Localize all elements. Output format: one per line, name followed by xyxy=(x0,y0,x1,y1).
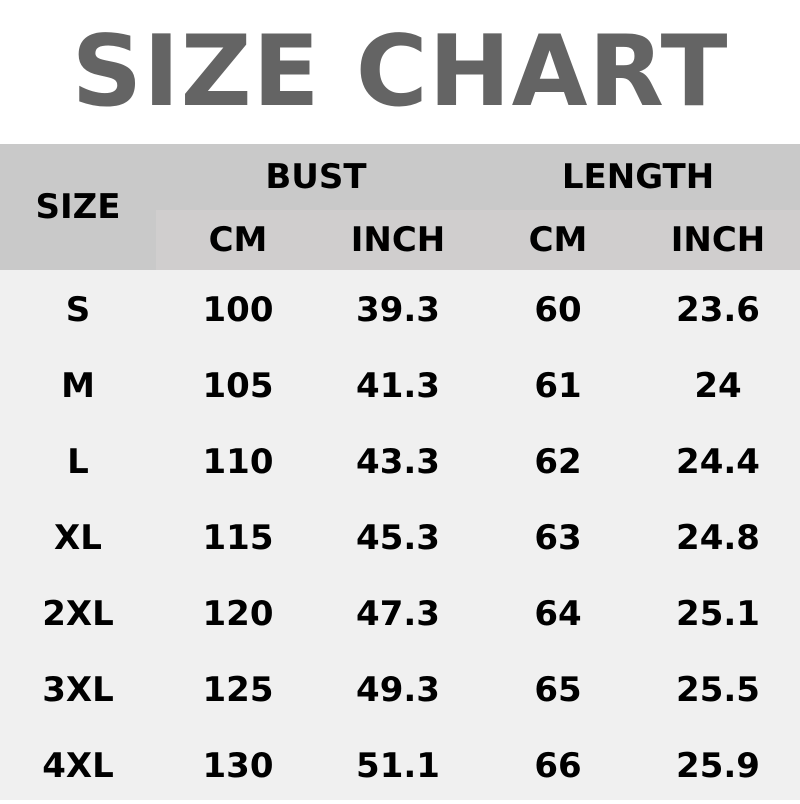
header-bust-inch: INCH xyxy=(350,220,446,260)
cell-size: M xyxy=(61,366,95,406)
cell-length-inch: 24.4 xyxy=(676,442,760,482)
cell-bust-cm: 130 xyxy=(202,746,274,786)
cell-length-inch: 24 xyxy=(694,366,742,406)
table-header: SIZE BUST LENGTH CM INCH CM INCH xyxy=(0,144,800,270)
table-row: XL 115 45.3 63 24.8 xyxy=(0,500,800,576)
header-length: LENGTH xyxy=(561,157,715,197)
header-bust: BUST xyxy=(265,157,367,197)
page-title: SIZE CHART xyxy=(71,15,729,129)
header-bust-cm: CM xyxy=(208,220,268,260)
cell-bust-cm: 120 xyxy=(202,594,274,634)
table-row: S 100 39.3 60 23.6 xyxy=(0,272,800,348)
cell-size: L xyxy=(67,442,89,482)
cell-length-inch: 25.5 xyxy=(676,670,760,710)
table-row: L 110 43.3 62 24.4 xyxy=(0,424,800,500)
cell-length-inch: 24.8 xyxy=(676,518,760,558)
cell-size: 2XL xyxy=(42,594,114,634)
cell-length-cm: 64 xyxy=(534,594,582,634)
cell-length-cm: 60 xyxy=(534,290,582,330)
cell-length-cm: 63 xyxy=(534,518,582,558)
cell-bust-cm: 110 xyxy=(202,442,274,482)
cell-length-inch: 25.1 xyxy=(676,594,760,634)
cell-size: S xyxy=(65,290,91,330)
cell-bust-inch: 51.1 xyxy=(356,746,440,786)
cell-size: 4XL xyxy=(42,746,114,786)
cell-bust-inch: 41.3 xyxy=(356,366,440,406)
table-row: 4XL 130 51.1 66 25.9 xyxy=(0,728,800,804)
cell-size: 3XL xyxy=(42,670,114,710)
table-row: 3XL 125 49.3 65 25.5 xyxy=(0,652,800,728)
cell-bust-inch: 47.3 xyxy=(356,594,440,634)
cell-bust-inch: 43.3 xyxy=(356,442,440,482)
unit-header-band xyxy=(156,210,800,270)
cell-bust-cm: 100 xyxy=(202,290,274,330)
cell-bust-inch: 39.3 xyxy=(356,290,440,330)
cell-size: XL xyxy=(54,518,102,558)
table-row: M 105 41.3 61 24 xyxy=(0,348,800,424)
table-body: S 100 39.3 60 23.6 M 105 41.3 61 24 L 110 43.3 62 24.4… xyxy=(0,270,800,800)
cell-length-inch: 23.6 xyxy=(676,290,760,330)
table-row: 2XL 120 47.3 64 25.1 xyxy=(0,576,800,652)
cell-length-inch: 25.9 xyxy=(676,746,760,786)
cell-bust-cm: 115 xyxy=(202,518,274,558)
cell-bust-inch: 49.3 xyxy=(356,670,440,710)
cell-bust-inch: 45.3 xyxy=(356,518,440,558)
header-size: SIZE xyxy=(35,187,121,227)
cell-length-cm: 61 xyxy=(534,366,582,406)
cell-bust-cm: 105 xyxy=(202,366,274,406)
cell-length-cm: 66 xyxy=(534,746,582,786)
cell-bust-cm: 125 xyxy=(202,670,274,710)
header-length-inch: INCH xyxy=(670,220,766,260)
header-length-cm: CM xyxy=(528,220,588,260)
cell-length-cm: 62 xyxy=(534,442,582,482)
cell-length-cm: 65 xyxy=(534,670,582,710)
